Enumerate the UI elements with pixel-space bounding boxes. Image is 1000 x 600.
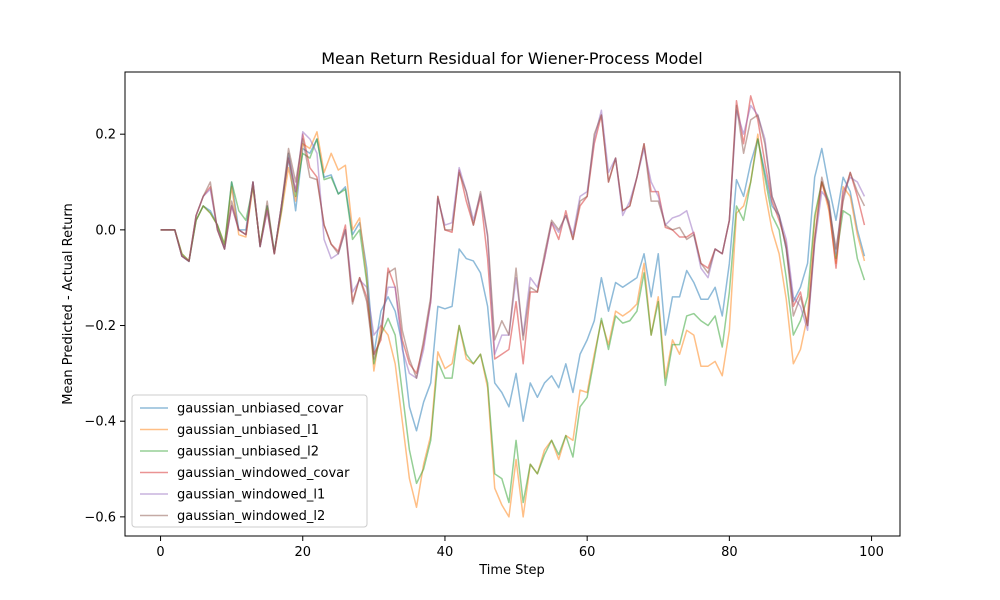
x-tick-label: 60	[579, 545, 596, 560]
legend: gaussian_unbiased_covar gaussian_unbiased…	[131, 394, 368, 528]
y-tick-label: −0.2	[84, 319, 116, 334]
legend-label: gaussian_unbiased_covar	[177, 402, 344, 417]
plot-lines	[160, 95, 866, 518]
series-line-5	[160, 104, 866, 379]
legend-label: gaussian_unbiased_l1	[177, 423, 319, 438]
legend-label: gaussian_unbiased_l2	[177, 445, 319, 460]
y-axis: −0.6 −0.4 −0.2 0.0 0.2	[84, 128, 125, 525]
x-axis-label: Time Step	[478, 563, 545, 578]
x-tick-label: 20	[294, 545, 311, 560]
x-axis: 0 20 40 60 80 100	[156, 536, 884, 560]
legend-entries: gaussian_unbiased_covar gaussian_unbiased…	[140, 402, 350, 524]
y-tick-label: −0.6	[84, 510, 116, 525]
legend-box	[131, 394, 368, 528]
x-tick-label: 40	[437, 545, 454, 560]
chart-title: Mean Return Residual for Wiener-Process …	[321, 49, 703, 68]
x-tick-label: 100	[859, 545, 884, 560]
y-axis-label: Mean Predicted - Actual Return	[61, 203, 76, 405]
y-tick-label: 0.0	[95, 223, 116, 238]
legend-label: gaussian_windowed_covar	[177, 466, 350, 481]
x-tick-label: 0	[156, 545, 164, 560]
y-tick-label: −0.4	[84, 415, 116, 430]
y-tick-label: 0.2	[95, 128, 116, 143]
legend-label: gaussian_windowed_l1	[177, 488, 325, 503]
x-tick-label: 80	[721, 545, 738, 560]
legend-label: gaussian_windowed_l2	[177, 509, 325, 524]
plot-frame	[124, 71, 901, 537]
